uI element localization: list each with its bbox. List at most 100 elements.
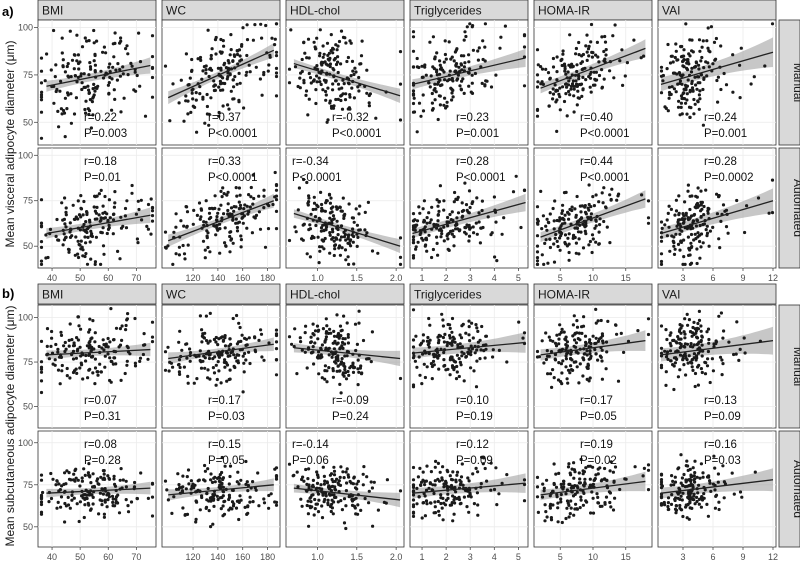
data-point [455, 470, 460, 474]
data-point [594, 240, 598, 244]
data-point [698, 49, 702, 53]
data-point [226, 354, 230, 358]
data-point [448, 474, 452, 478]
data-point [225, 363, 230, 367]
data-point [678, 228, 682, 232]
data-point [522, 331, 527, 335]
data-point [577, 53, 581, 57]
data-point [685, 92, 689, 96]
data-point [690, 79, 694, 83]
confidence-band [412, 473, 526, 499]
x-tick-label: 6 [710, 552, 715, 562]
data-point [535, 256, 540, 260]
data-point [53, 75, 57, 79]
data-point [483, 83, 487, 87]
data-point [554, 344, 559, 348]
data-point [314, 487, 318, 491]
data-point [438, 184, 442, 188]
data-point [367, 357, 371, 361]
data-point [305, 180, 309, 185]
data-point [453, 69, 458, 73]
data-point [232, 97, 236, 101]
data-point [39, 98, 44, 102]
data-point [428, 323, 432, 327]
data-point [604, 495, 609, 499]
data-point [216, 360, 220, 364]
data-point [259, 328, 263, 332]
data-point [441, 318, 445, 322]
data-point [66, 495, 70, 499]
confidence-band [293, 59, 401, 103]
data-point [558, 236, 562, 240]
data-point [450, 76, 454, 81]
data-point [579, 498, 583, 502]
data-point [338, 475, 342, 479]
data-point [92, 59, 96, 63]
data-point [311, 207, 315, 212]
data-point [349, 41, 353, 45]
data-point [80, 245, 84, 249]
data-point [428, 221, 432, 225]
data-point [338, 205, 342, 209]
data-point [455, 473, 459, 477]
data-point [552, 242, 556, 246]
regression-line [660, 479, 774, 494]
data-point [592, 478, 597, 482]
data-point [446, 492, 450, 496]
data-point [620, 48, 624, 52]
data-point [238, 494, 242, 498]
data-point [49, 496, 54, 501]
x-tick-label: 180 [260, 273, 275, 283]
data-point [244, 459, 248, 464]
data-point [199, 215, 203, 219]
data-point [446, 224, 450, 228]
data-point [267, 493, 271, 498]
data-point [248, 495, 252, 499]
data-point [575, 325, 580, 329]
data-point [101, 76, 106, 80]
data-point [100, 499, 104, 503]
data-point [340, 86, 344, 90]
data-point [198, 314, 202, 318]
data-point [666, 357, 670, 361]
data-point [72, 369, 77, 373]
data-point [358, 204, 362, 208]
data-point [460, 215, 464, 219]
data-point [422, 199, 426, 203]
data-point [76, 255, 81, 260]
data-point [563, 69, 567, 73]
data-point [309, 335, 313, 339]
data-point [700, 343, 704, 347]
data-point [581, 489, 585, 493]
data-point [327, 492, 331, 496]
y-axis-title: Mean visceral adipocyte diameter (μm) [3, 41, 17, 248]
data-point [56, 109, 60, 113]
data-point [363, 210, 367, 214]
data-point [341, 346, 345, 350]
data-point [228, 72, 232, 76]
data-point [63, 471, 67, 475]
data-point [480, 208, 484, 213]
data-point [455, 364, 459, 369]
data-point [274, 94, 279, 98]
correlation-p: P=0.001 [704, 128, 747, 140]
data-point [123, 206, 128, 211]
data-point [304, 93, 308, 97]
data-point [584, 340, 588, 344]
data-point [462, 495, 466, 499]
data-point [93, 357, 97, 361]
scatter-panel: r=0.37P<0.0001 [161, 19, 281, 146]
data-point [724, 83, 729, 87]
data-point [743, 230, 747, 235]
data-point [698, 97, 702, 101]
data-point [198, 55, 203, 60]
data-point [463, 61, 467, 65]
data-point [676, 496, 680, 500]
data-point [695, 218, 699, 222]
data-point [685, 58, 690, 62]
data-point [579, 457, 583, 461]
y-tick-label: 100 [18, 312, 33, 322]
data-point [566, 368, 571, 372]
data-point [274, 466, 279, 470]
data-point [696, 491, 700, 495]
